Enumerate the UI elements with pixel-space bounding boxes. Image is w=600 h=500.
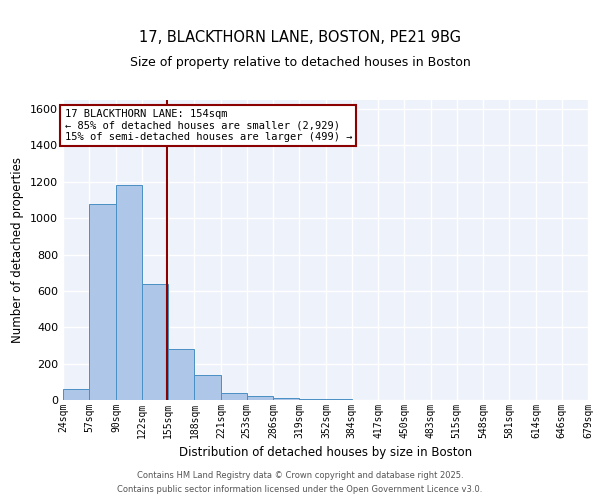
Text: 17 BLACKTHORN LANE: 154sqm
← 85% of detached houses are smaller (2,929)
15% of s: 17 BLACKTHORN LANE: 154sqm ← 85% of deta… [65, 109, 352, 142]
X-axis label: Distribution of detached houses by size in Boston: Distribution of detached houses by size … [179, 446, 472, 460]
Text: 17, BLACKTHORN LANE, BOSTON, PE21 9BG: 17, BLACKTHORN LANE, BOSTON, PE21 9BG [139, 30, 461, 45]
Bar [299, 399, 326, 400]
Text: Contains public sector information licensed under the Open Government Licence v3: Contains public sector information licen… [118, 486, 482, 494]
Bar [168, 349, 194, 400]
Bar [142, 284, 168, 400]
Bar [273, 398, 299, 400]
Bar [89, 204, 116, 400]
Bar [116, 186, 142, 400]
Bar [194, 376, 221, 400]
Bar [221, 392, 247, 400]
Y-axis label: Number of detached properties: Number of detached properties [11, 157, 25, 343]
Text: Contains HM Land Registry data © Crown copyright and database right 2025.: Contains HM Land Registry data © Crown c… [137, 472, 463, 480]
Bar [247, 396, 273, 400]
Bar [63, 389, 89, 400]
Text: Size of property relative to detached houses in Boston: Size of property relative to detached ho… [130, 56, 470, 69]
